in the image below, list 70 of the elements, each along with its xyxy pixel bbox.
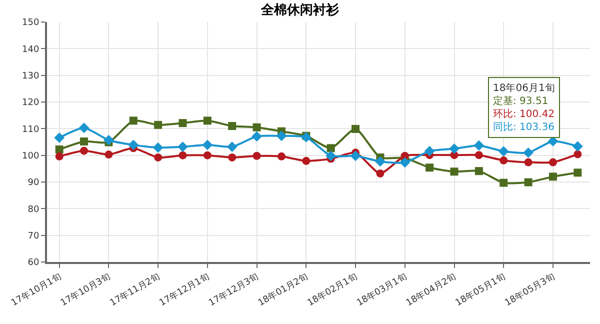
point	[574, 168, 582, 177]
point	[302, 156, 310, 165]
point	[376, 169, 384, 178]
y-tick-label: 150	[22, 18, 40, 28]
point	[500, 178, 508, 187]
point	[524, 158, 532, 166]
point	[202, 140, 213, 150]
point	[474, 167, 483, 176]
point	[178, 151, 187, 160]
y-tick-label: 70	[28, 231, 40, 242]
point	[574, 150, 582, 158]
point	[426, 164, 434, 172]
annotation: 环比: 100.42	[493, 108, 555, 120]
y-tick-label: 90	[28, 178, 40, 188]
point	[228, 153, 236, 162]
point	[228, 122, 236, 130]
y-tick-label: 140	[22, 44, 40, 55]
point	[572, 141, 583, 152]
chart-title: 全棉休闲衬衫	[260, 2, 340, 18]
annotation: 定基: 93.51	[493, 95, 548, 107]
point	[55, 145, 64, 154]
point	[277, 152, 286, 160]
point	[252, 131, 262, 142]
point	[449, 143, 460, 154]
point	[252, 152, 261, 160]
point	[129, 116, 138, 125]
point	[474, 151, 483, 160]
point	[450, 168, 458, 176]
point	[400, 157, 410, 168]
point	[500, 156, 508, 164]
point	[104, 134, 114, 146]
point	[152, 142, 164, 153]
point	[375, 156, 386, 167]
point	[548, 136, 558, 146]
point	[178, 142, 188, 152]
point	[128, 140, 139, 150]
point	[226, 142, 238, 152]
point	[203, 116, 212, 125]
point	[326, 150, 336, 162]
point	[548, 158, 557, 166]
y-tick-label: 60	[28, 258, 40, 268]
point	[80, 137, 88, 146]
point	[548, 172, 557, 181]
point	[104, 150, 113, 159]
y-tick-label: 110	[22, 124, 40, 135]
point	[523, 147, 534, 158]
point	[203, 151, 212, 160]
y-tick-label: 130	[22, 71, 40, 82]
point	[352, 124, 360, 133]
point	[154, 153, 162, 162]
point	[55, 152, 64, 160]
annotation: 同比: 103.36	[493, 121, 555, 133]
point	[276, 130, 287, 142]
annotation: 18年06月1旬	[493, 82, 555, 94]
y-tick-label: 80	[28, 204, 40, 215]
point	[54, 132, 65, 143]
y-tick-label: 100	[22, 151, 40, 162]
point	[300, 132, 312, 142]
y-tick-label: 120	[22, 98, 40, 108]
point	[498, 146, 509, 157]
point	[326, 144, 335, 152]
point	[474, 140, 484, 151]
point	[524, 178, 532, 186]
point	[178, 119, 187, 128]
point	[252, 123, 261, 132]
point	[80, 146, 88, 155]
point	[154, 120, 162, 129]
point	[350, 150, 361, 162]
point	[424, 146, 435, 156]
point	[78, 122, 90, 134]
